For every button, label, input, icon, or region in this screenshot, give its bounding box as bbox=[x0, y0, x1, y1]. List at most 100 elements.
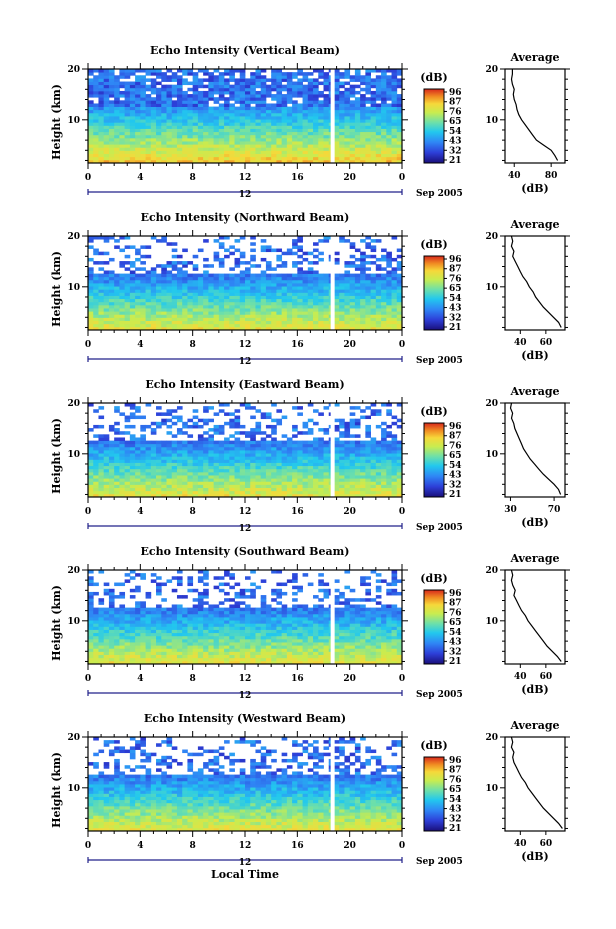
heatmap-cell bbox=[360, 443, 366, 448]
heatmap-cell bbox=[333, 106, 340, 111]
heatmap-cell bbox=[276, 94, 283, 98]
heatmap-cell bbox=[166, 97, 173, 101]
heatmap-cell bbox=[375, 409, 382, 413]
heatmap-cell bbox=[396, 459, 403, 463]
heatmap-cell bbox=[292, 128, 298, 133]
heatmap-cell bbox=[103, 134, 110, 139]
heatmap-cell bbox=[297, 239, 303, 243]
heatmap-cell bbox=[260, 462, 267, 467]
heatmap-cell bbox=[250, 87, 256, 92]
heatmap-cell bbox=[354, 103, 361, 107]
heatmap-cell bbox=[354, 144, 361, 148]
heatmap-cell bbox=[187, 465, 194, 470]
heatmap-cell bbox=[171, 128, 178, 133]
heatmap-cell bbox=[156, 308, 162, 312]
heatmap-cell bbox=[323, 478, 330, 482]
heatmap-cell bbox=[297, 493, 303, 498]
heatmap-cell bbox=[93, 292, 99, 296]
heatmap-cell bbox=[276, 409, 283, 413]
heatmap-cell bbox=[229, 450, 235, 454]
heatmap-cell bbox=[365, 311, 371, 315]
heatmap-cell bbox=[229, 75, 235, 79]
heatmap-cell bbox=[103, 97, 110, 101]
heatmap-cell bbox=[281, 311, 288, 315]
heatmap-cell bbox=[119, 119, 126, 123]
heatmap-cell bbox=[103, 490, 110, 495]
heatmap-cell bbox=[114, 487, 120, 492]
heatmap-cell bbox=[161, 144, 167, 148]
heatmap-cell bbox=[318, 412, 324, 416]
heatmap-cell bbox=[370, 141, 377, 145]
heatmap-cell bbox=[245, 279, 251, 284]
heatmap-cell bbox=[114, 406, 120, 410]
heatmap-cell bbox=[161, 94, 167, 98]
heatmap-cell bbox=[265, 248, 272, 253]
heatmap-cell bbox=[88, 286, 94, 290]
heatmap-cell bbox=[250, 134, 256, 139]
heatmap-cell bbox=[108, 323, 115, 328]
heatmap-cell bbox=[145, 493, 152, 498]
heatmap-cell bbox=[135, 660, 141, 665]
heatmap-cell bbox=[218, 276, 225, 281]
heatmap-cell bbox=[208, 131, 214, 136]
heatmap-cell bbox=[239, 261, 246, 265]
heatmap-cell bbox=[239, 94, 246, 98]
heatmap-cell bbox=[88, 484, 94, 488]
heatmap-cell bbox=[276, 478, 283, 482]
heatmap-cell bbox=[161, 125, 167, 129]
heatmap-cell bbox=[140, 415, 146, 420]
heatmap-cell bbox=[239, 292, 246, 296]
heatmap-cell bbox=[281, 276, 288, 281]
heatmap-cell bbox=[103, 487, 110, 492]
heatmap-cell bbox=[135, 125, 141, 129]
heatmap-cell bbox=[239, 119, 246, 123]
heatmap-cell bbox=[323, 150, 330, 154]
heatmap-cell bbox=[192, 289, 199, 293]
heatmap-cell bbox=[98, 424, 105, 429]
x-tick-label: 20 bbox=[343, 173, 356, 183]
heatmap-cell bbox=[114, 78, 120, 82]
heatmap-cell bbox=[140, 75, 146, 79]
heatmap-cell bbox=[135, 81, 141, 86]
heatmap-cell bbox=[156, 147, 162, 151]
heatmap-cell bbox=[391, 487, 398, 492]
heatmap-cell bbox=[349, 116, 356, 120]
heatmap-cell bbox=[360, 97, 366, 101]
heatmap-cell bbox=[166, 475, 173, 479]
heatmap-cell bbox=[354, 314, 361, 318]
heatmap-cell bbox=[192, 87, 199, 92]
heatmap-cell bbox=[103, 279, 110, 284]
heatmap-cell bbox=[381, 428, 387, 432]
heatmap-cell bbox=[339, 147, 345, 151]
heatmap-cell bbox=[245, 468, 251, 473]
heatmap-cell bbox=[182, 648, 188, 652]
heatmap-cell bbox=[213, 141, 220, 145]
heatmap-cell bbox=[292, 450, 298, 454]
heatmap-cell bbox=[93, 75, 99, 79]
heatmap-cell bbox=[333, 468, 340, 473]
heatmap-cell bbox=[339, 239, 345, 243]
heatmap-cell bbox=[349, 490, 356, 495]
heatmap-cell bbox=[108, 236, 115, 240]
heatmap-cell bbox=[255, 490, 262, 495]
heatmap-cell bbox=[208, 97, 214, 101]
heatmap-cell bbox=[307, 446, 314, 451]
heatmap-cell bbox=[354, 69, 361, 73]
heatmap-cell bbox=[297, 660, 303, 665]
heatmap-cell bbox=[171, 493, 178, 498]
heatmap-cell bbox=[176, 311, 183, 315]
heatmap-cell bbox=[156, 239, 162, 243]
heatmap-cell bbox=[349, 156, 356, 161]
heatmap-cell bbox=[187, 116, 194, 120]
heatmap-cell bbox=[365, 279, 371, 284]
heatmap-cell bbox=[281, 434, 288, 438]
heatmap-cell bbox=[166, 456, 173, 460]
heatmap-cell bbox=[98, 317, 105, 321]
heatmap-cell bbox=[302, 109, 309, 114]
heatmap-cell bbox=[250, 437, 256, 441]
heatmap-cell bbox=[260, 90, 267, 95]
heatmap-cell bbox=[302, 251, 309, 256]
heatmap-cell bbox=[218, 654, 225, 659]
heatmap-cell bbox=[391, 125, 398, 129]
heatmap-cell bbox=[381, 75, 387, 79]
